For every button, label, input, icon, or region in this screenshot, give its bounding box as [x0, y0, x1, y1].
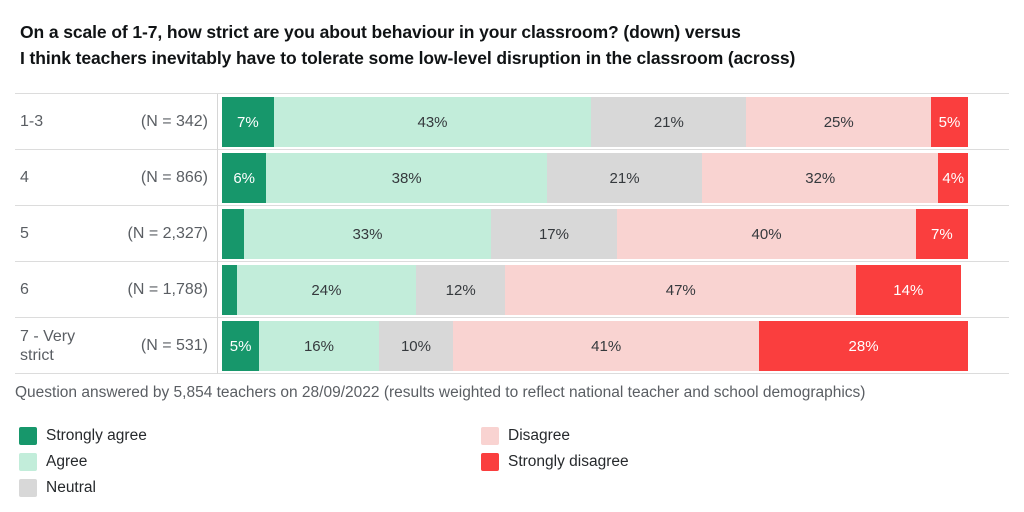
segment-value-label: 21%	[609, 169, 640, 187]
row-n-label: (N = 2,327)	[127, 224, 208, 242]
bar-segment-agree: 33%	[244, 209, 491, 259]
bar-segment-neutral: 17%	[490, 209, 618, 259]
segment-value-label: 47%	[665, 281, 696, 299]
segment-value-label: 40%	[751, 225, 782, 243]
chart-title-line2: I think teachers inevitably have to tole…	[20, 48, 796, 68]
chart-row: 5 (N = 2,327) 33% 17% 40% 7%	[15, 206, 1009, 262]
segment-value-label: 10%	[400, 337, 431, 355]
chart-row: 1-3 (N = 342) 7% 43% 21% 25% 5%	[15, 94, 1009, 150]
stacked-bar: 24% 12% 47% 14%	[222, 265, 968, 315]
row-label-column: 4 (N = 866)	[15, 150, 222, 205]
stacked-bar: 33% 17% 40% 7%	[222, 209, 968, 259]
segment-value-label: 14%	[893, 281, 924, 299]
segment-value-label: 4%	[942, 169, 965, 187]
bar-segment-disagree: 25%	[746, 97, 932, 147]
legend-column: Strongly agree Agree Neutral	[19, 423, 147, 501]
row-label: 6	[20, 281, 29, 298]
stacked-bar-chart: 1-3 (N = 342) 7% 43% 21% 25% 5% 4 (N = 866) 6% 38%…	[15, 93, 1009, 374]
label-bar-divider	[217, 94, 218, 374]
legend-column: Disagree Strongly disagree	[481, 423, 629, 475]
bar-segment-strongly-agree: 6%	[222, 153, 267, 203]
segment-value-label: 5%	[938, 113, 961, 131]
chart-row: 7 - Very strict (N = 531) 5% 16% 10% 41% 28%	[15, 318, 1009, 374]
legend-item-disagree: Disagree	[481, 423, 629, 449]
bar-segment-strongly-disagree: 5%	[931, 97, 968, 147]
legend-swatch-strongly-agree	[19, 427, 37, 445]
legend-swatch-strongly-disagree	[481, 453, 499, 471]
segment-value-label: 24%	[311, 281, 342, 299]
bar-segment-strongly-disagree: 7%	[915, 209, 968, 259]
row-label: 4	[20, 169, 29, 186]
row-n-label: (N = 866)	[140, 168, 208, 186]
row-n-label: (N = 1,788)	[127, 280, 208, 298]
row-label-column: 7 - Very strict (N = 531)	[15, 318, 222, 373]
bar-segment-disagree: 32%	[702, 153, 939, 203]
legend-swatch-neutral	[19, 479, 37, 497]
stacked-bar: 6% 38% 21% 32% 4%	[222, 153, 968, 203]
row-n-label: (N = 531)	[140, 336, 208, 354]
bar-segment-neutral: 21%	[546, 153, 703, 203]
row-label: 7 - Very strict	[20, 327, 76, 364]
stacked-bar: 5% 16% 10% 41% 28%	[222, 321, 968, 371]
legend-label: Agree	[46, 453, 88, 470]
bar-segment-agree: 38%	[266, 153, 547, 203]
chart-row: 4 (N = 866) 6% 38% 21% 32% 4%	[15, 150, 1009, 206]
segment-value-label: 38%	[391, 169, 422, 187]
legend-item-strongly-disagree: Strongly disagree	[481, 449, 629, 475]
legend-swatch-agree	[19, 453, 37, 471]
segment-value-label: 7%	[237, 113, 259, 131]
bar-segment-agree: 16%	[259, 321, 379, 371]
bar-segment-disagree: 47%	[505, 265, 857, 315]
segment-value-label: 16%	[303, 337, 334, 355]
segment-value-label: 6%	[233, 169, 255, 187]
legend-label: Neutral	[46, 479, 96, 496]
row-n-label: (N = 342)	[140, 112, 208, 130]
legend-item-agree: Agree	[19, 449, 147, 475]
bar-segment-strongly-disagree: 28%	[759, 321, 968, 371]
row-label-column: 5 (N = 2,327)	[15, 206, 222, 261]
legend-item-strongly-agree: Strongly agree	[19, 423, 147, 449]
bar-segment-strongly-agree	[222, 209, 245, 259]
segment-value-label: 43%	[417, 113, 448, 131]
bar-segment-strongly-agree: 7%	[222, 97, 274, 147]
bar-segment-neutral: 10%	[378, 321, 454, 371]
segment-value-label: 17%	[538, 225, 569, 243]
legend-swatch-disagree	[481, 427, 499, 445]
segment-value-label: 7%	[931, 225, 953, 243]
bar-segment-neutral: 12%	[415, 265, 506, 315]
segment-value-label: 21%	[653, 113, 684, 131]
segment-value-label: 33%	[352, 225, 383, 243]
row-label: 1-3	[20, 113, 44, 130]
segment-value-label: 25%	[823, 113, 854, 131]
bar-segment-strongly-disagree: 4%	[938, 153, 968, 203]
legend-label: Strongly disagree	[508, 453, 629, 470]
segment-value-label: 28%	[848, 337, 879, 355]
bar-segment-disagree: 40%	[617, 209, 916, 259]
chart-footnote: Question answered by 5,854 teachers on 2…	[15, 384, 866, 401]
legend-label: Disagree	[508, 427, 571, 444]
bar-segment-agree: 43%	[273, 97, 592, 147]
bar-segment-neutral: 21%	[591, 97, 747, 147]
legend-item-neutral: Neutral	[19, 475, 147, 501]
bar-segment-agree: 24%	[236, 265, 416, 315]
chart-row: 6 (N = 1,788) 24% 12% 47% 14%	[15, 262, 1009, 318]
row-label: 5	[20, 225, 29, 242]
bar-segment-strongly-agree	[222, 265, 237, 315]
segment-value-label: 32%	[805, 169, 836, 187]
segment-value-label: 5%	[229, 337, 252, 355]
bar-segment-strongly-agree: 5%	[222, 321, 260, 371]
stacked-bar: 7% 43% 21% 25% 5%	[222, 97, 968, 147]
bar-segment-disagree: 41%	[453, 321, 760, 371]
legend-label: Strongly agree	[46, 427, 147, 444]
row-label-column: 1-3 (N = 342)	[15, 94, 222, 149]
row-label-column: 6 (N = 1,788)	[15, 262, 222, 317]
bar-segment-strongly-disagree: 14%	[856, 265, 961, 315]
segment-value-label: 41%	[591, 337, 622, 355]
segment-value-label: 12%	[445, 281, 476, 299]
chart-title: On a scale of 1-7, how strict are you ab…	[20, 19, 795, 71]
chart-title-line1: On a scale of 1-7, how strict are you ab…	[20, 22, 741, 42]
